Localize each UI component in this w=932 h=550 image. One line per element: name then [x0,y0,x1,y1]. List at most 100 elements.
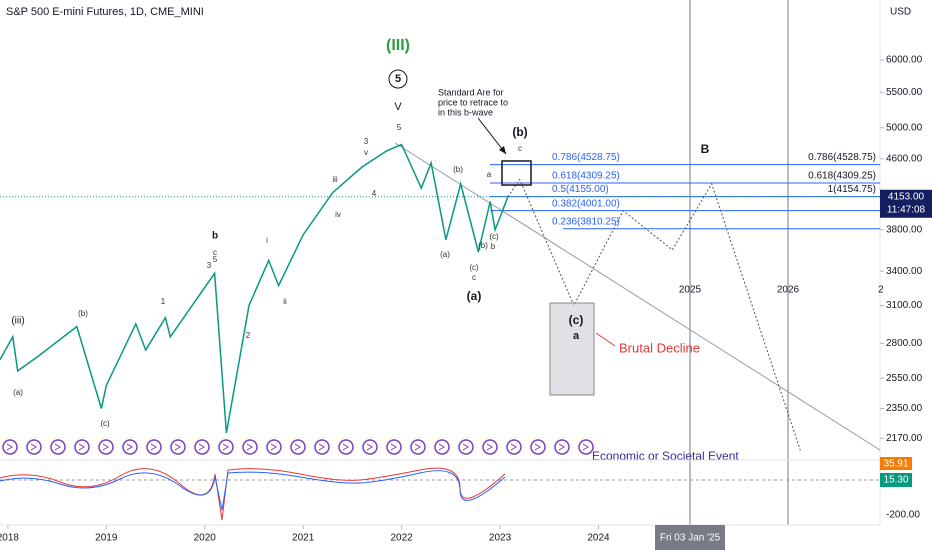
wave-label: (b) [453,165,463,174]
event-icon [386,439,402,455]
wave-label: (a) [440,250,450,259]
crosshair-date-badge [655,525,725,550]
y-tick-label: 3800.00 [886,224,923,235]
event-icon [482,439,498,455]
y-tick-label: 5000.00 [886,122,923,133]
event-icon [410,439,426,455]
wave-label: (c) [489,232,499,241]
wave-label: b [491,242,496,251]
event-icon-glyph [30,443,37,451]
indicator-line [0,467,506,521]
event-icon [218,439,234,455]
wave-label: 1 [161,297,166,306]
last-price-badge [880,189,932,218]
fib-label: 0.382(4001.00) [552,198,620,209]
wave-label: ii [283,297,287,306]
wave-circle [388,69,408,89]
target-box [501,160,532,186]
event-icon-glyph [342,443,349,451]
wave-label: B [701,142,710,156]
year-label: 2026 [777,285,800,296]
event-icon-glyph [126,443,133,451]
year-label: 2025 [679,285,702,296]
fib-label: 0.618(4309.25) [552,171,620,182]
arrow [477,117,507,155]
arrowhead [499,146,506,154]
arrow [595,332,616,347]
event-icon [434,439,450,455]
wave-label: 5 [395,73,401,85]
indicator-value: 35.91 [883,459,908,470]
event-icon [458,439,474,455]
event-icon-glyph [246,443,253,451]
event-icon [50,439,66,455]
note: Brutal Decline [619,340,700,355]
note: Economic or Societal Event [592,449,739,463]
event-icon [74,439,90,455]
event-icon [266,439,282,455]
event-icon-glyph [438,443,445,451]
event-icon-glyph [150,443,157,451]
indicator-value: 15.30 [883,475,908,486]
event-icon-glyph [534,443,541,451]
event-icon [194,439,210,455]
wave-label: a [573,330,580,342]
y-tick-label: 2170.00 [886,433,923,444]
fib-label-right: 1(4154.75) [828,184,876,195]
price-line [0,143,509,434]
y-tick-label: 5500.00 [886,87,923,98]
event-icon-glyph [486,443,493,451]
x-tick-label: 2021 [292,533,315,544]
event-icon-glyph [414,443,421,451]
countdown: 11:47:08 [887,204,926,215]
indicator-axis-label: -200.00 [886,510,920,521]
event-icon [170,439,186,455]
last-price-label: 4153.00 [888,191,925,202]
wave-label: (c) [569,313,584,327]
event-icon [578,439,594,455]
y-tick-label: 2350.00 [886,403,923,414]
x-tick-label: 2019 [95,533,118,544]
event-icon [98,439,114,455]
x-tick-label: 2018 [0,533,19,544]
wave-label: 5 [213,255,218,264]
year-label: 2 [878,285,884,296]
fib-label: 0.786(4528.75) [552,152,620,163]
event-icon [362,439,378,455]
fib-label: 0.5(4155.00) [552,184,609,195]
currency: USD [890,7,911,18]
fib-label: 0.236(3810.25) [552,216,620,227]
event-icon-glyph [318,443,325,451]
chart-title: S&P 500 E-mini Futures, 1D, CME_MINI [6,6,204,18]
event-icon-glyph [462,443,469,451]
wave-label: (b) [478,241,488,250]
note: Standard Are for [438,87,504,97]
event-icon [314,439,330,455]
y-tick-label: 4600.00 [886,153,923,164]
wave-label: b [212,231,218,242]
y-tick-label: 3400.00 [886,266,923,277]
fib-label-right: 0.786(4528.75) [808,152,876,163]
wave-label: iii [332,175,338,184]
event-icon-glyph [366,443,373,451]
wave-label: 3 [364,137,369,146]
wave-label: 5 [397,123,402,132]
decline-zone [549,302,595,396]
event-icon-glyph [78,443,85,451]
wave-label: 2 [246,331,251,340]
x-tick-label: 2020 [194,533,217,544]
event-icon-glyph [174,443,181,451]
event-icon-glyph [510,443,517,451]
event-icon [26,439,42,455]
indicator-line [0,470,506,511]
event-icon [122,439,138,455]
event-icon-glyph [54,443,61,451]
event-icon [338,439,354,455]
x-tick-label: 2024 [587,533,610,544]
indicator-badge [880,473,912,487]
wave-label: c [213,248,217,257]
x-tick-label: 2023 [489,533,512,544]
wave-label: iv [335,210,341,219]
